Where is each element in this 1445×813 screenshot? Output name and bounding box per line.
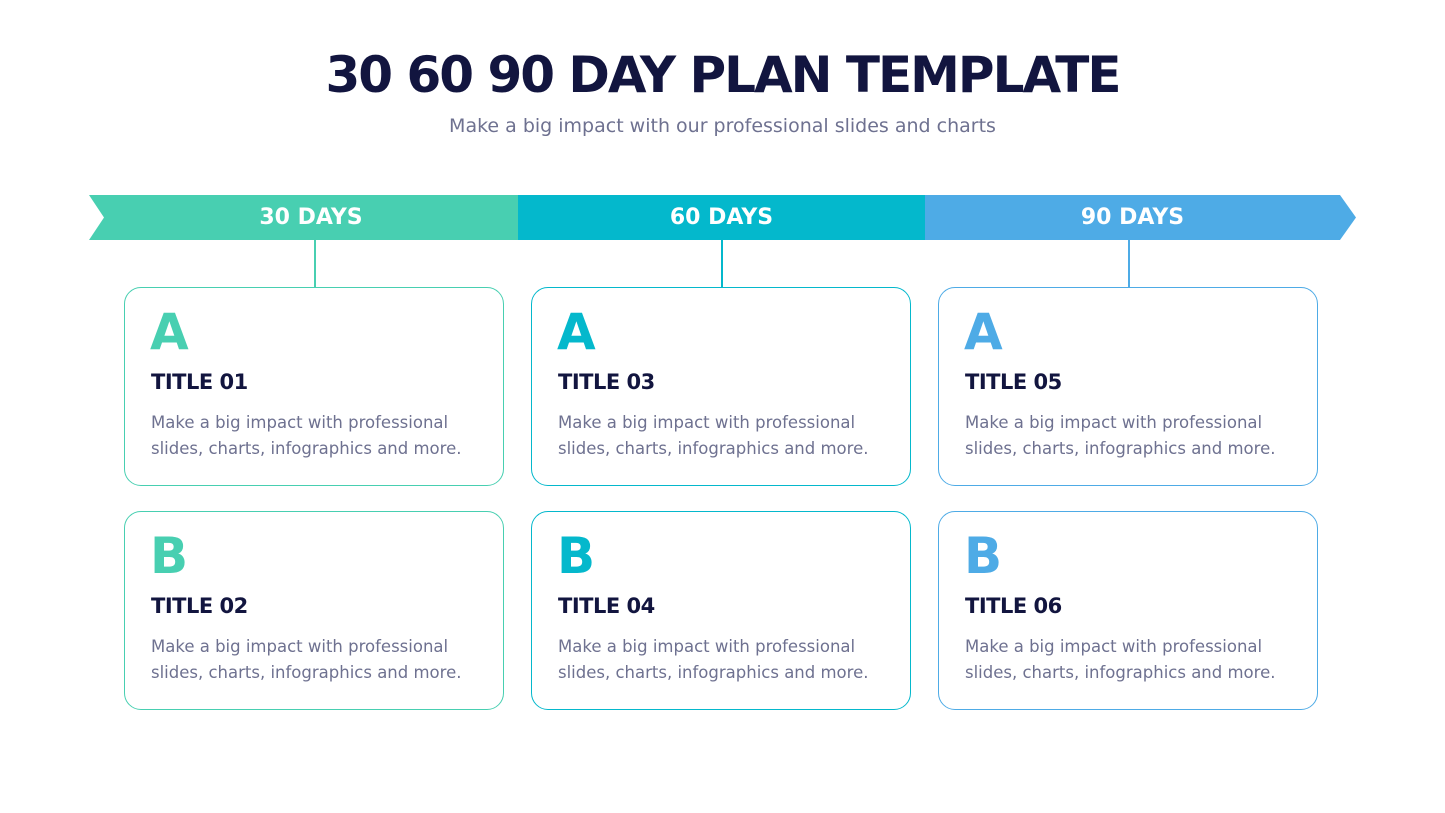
connector-line: [1128, 240, 1130, 287]
card-description-line: Make a big impact with professional: [558, 637, 856, 656]
card-description-line: slides, charts, infographics and more.: [965, 439, 1276, 458]
page-subtitle: Make a big impact with our professional …: [449, 115, 996, 137]
card-description: Make a big impact with professional slid…: [151, 634, 461, 686]
card-description-line: Make a big impact with professional: [965, 637, 1263, 656]
card-title: TITLE 02: [151, 594, 248, 618]
card-letter: B: [964, 527, 1003, 585]
card-description-line: slides, charts, infographics and more.: [151, 439, 462, 458]
plan-card: B TITLE 02 Make a big impact with profes…: [124, 511, 504, 710]
card-description: Make a big impact with professional slid…: [965, 410, 1275, 462]
card-letter: B: [150, 527, 189, 585]
card-description-line: Make a big impact with professional: [965, 413, 1263, 432]
card-description-line: slides, charts, infographics and more.: [965, 663, 1276, 682]
card-title: TITLE 05: [965, 370, 1062, 394]
card-description: Make a big impact with professional slid…: [965, 634, 1275, 686]
card-letter: A: [557, 303, 596, 361]
phase-label: 30 DAYS: [259, 205, 363, 230]
phase-1-segment: [89, 195, 519, 240]
card-letter: A: [150, 303, 189, 361]
card-description-line: slides, charts, infographics and more.: [558, 439, 869, 458]
plan-card: A TITLE 05 Make a big impact with profes…: [938, 287, 1318, 486]
card-letter: B: [557, 527, 596, 585]
card-description-line: Make a big impact with professional: [151, 413, 449, 432]
phase-3-segment: [925, 195, 1356, 240]
plan-card: A TITLE 01 Make a big impact with profes…: [124, 287, 504, 486]
card-description-line: Make a big impact with professional: [151, 637, 449, 656]
card-description: Make a big impact with professional slid…: [558, 634, 868, 686]
card-letter: A: [964, 303, 1003, 361]
phase-2-segment: [518, 195, 926, 240]
plan-card: A TITLE 03 Make a big impact with profes…: [531, 287, 911, 486]
card-description-line: slides, charts, infographics and more.: [151, 663, 462, 682]
card-description-line: Make a big impact with professional: [558, 413, 856, 432]
phase-label: 60 DAYS: [669, 205, 774, 230]
card-title: TITLE 06: [965, 594, 1062, 618]
connector-line: [314, 240, 316, 287]
phase-label: 90 DAYS: [1080, 205, 1185, 230]
plan-card: B TITLE 04 Make a big impact with profes…: [531, 511, 911, 710]
connector-line: [721, 240, 723, 287]
card-description: Make a big impact with professional slid…: [558, 410, 868, 462]
page-title: 30 60 90 DAY PLAN TEMPLATE: [325, 46, 1121, 104]
card-title: TITLE 01: [151, 370, 248, 394]
card-title: TITLE 04: [558, 594, 655, 618]
card-description-line: slides, charts, infographics and more.: [558, 663, 869, 682]
card-title: TITLE 03: [558, 370, 655, 394]
card-description: Make a big impact with professional slid…: [151, 410, 461, 462]
plan-card: B TITLE 06 Make a big impact with profes…: [938, 511, 1318, 710]
